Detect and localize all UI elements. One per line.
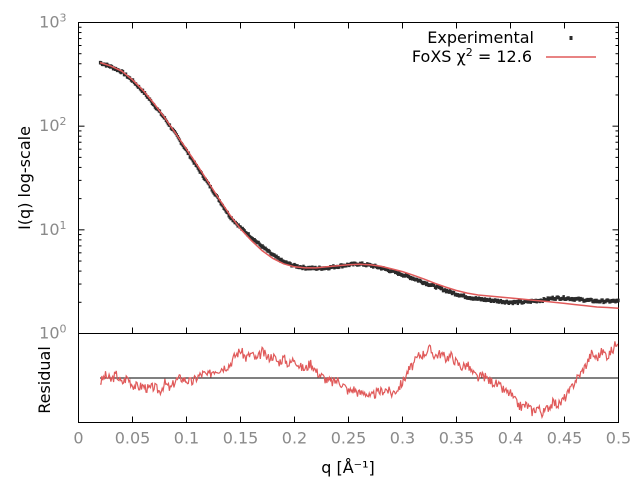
x-tick-label: 0.35 [439, 429, 475, 448]
legend: Experimental FoXS χ2 = 12.6 [412, 28, 596, 66]
experimental-point [191, 158, 195, 163]
x-axis-title: q [Å⁻¹] [321, 458, 375, 477]
experimental-point [601, 298, 604, 302]
experimental-point [190, 156, 194, 161]
experimental-point [432, 283, 436, 288]
experimental-point [301, 266, 304, 271]
experimental-point [201, 174, 204, 178]
legend-fit-suffix: = 12.6 [473, 47, 532, 66]
legend-experimental-label: Experimental [427, 28, 534, 47]
x-tick-label: 0.25 [331, 429, 367, 448]
experimental-point [197, 167, 200, 172]
residual-line [100, 341, 619, 420]
x-tick-label: 0 [73, 429, 83, 448]
fit-line [99, 61, 619, 310]
x-tick-label: 0.2 [282, 429, 307, 448]
legend-experimental-point [569, 36, 573, 40]
experimental-point [223, 207, 226, 211]
x-tick-label: 0.45 [547, 429, 583, 448]
y-tick-label: 102 [39, 115, 66, 136]
x-tick-label: 0.5 [606, 429, 631, 448]
experimental-point [516, 301, 520, 306]
experimental-point [210, 187, 213, 192]
main-plot-frame [78, 22, 619, 334]
x-tick-label: 0.1 [174, 429, 199, 448]
residual-axis-title: Residual [35, 346, 54, 414]
experimental-point [268, 249, 271, 254]
experimental-series [98, 60, 620, 306]
y-tick-label: 101 [39, 218, 66, 239]
experimental-point [617, 298, 620, 303]
y-tick-label: 100 [39, 322, 66, 343]
x-axis-ticks: 0 0.05 0.1 0.15 0.2 0.25 0.3 0.35 0.4 0.45 0.5 [73, 22, 631, 448]
x-tick-label: 0.05 [115, 429, 151, 448]
y-axis-title: I(q) log-scale [15, 126, 34, 230]
x-tick-label: 0.15 [223, 429, 259, 448]
legend-fit-label: FoXS χ2 = 12.6 [412, 46, 532, 67]
experimental-point [488, 297, 492, 302]
x-tick-label: 0.3 [390, 429, 415, 448]
experimental-point [152, 103, 156, 107]
legend-experimental-marker [569, 36, 573, 40]
experimental-point [452, 290, 456, 295]
legend-fit-prefix: FoXS χ [412, 47, 466, 66]
main-y-ticks: 100 101 102 103 [39, 11, 619, 343]
y-tick-label: 103 [39, 11, 66, 32]
legend-fit-exponent: 2 [466, 46, 473, 59]
experimental-point [440, 286, 444, 290]
experimental-point [247, 232, 250, 236]
x-tick-label: 0.4 [498, 429, 523, 448]
experimental-point [289, 262, 292, 266]
experimental-point [462, 293, 466, 297]
experimental-point [181, 143, 185, 148]
experimental-point [562, 295, 565, 299]
